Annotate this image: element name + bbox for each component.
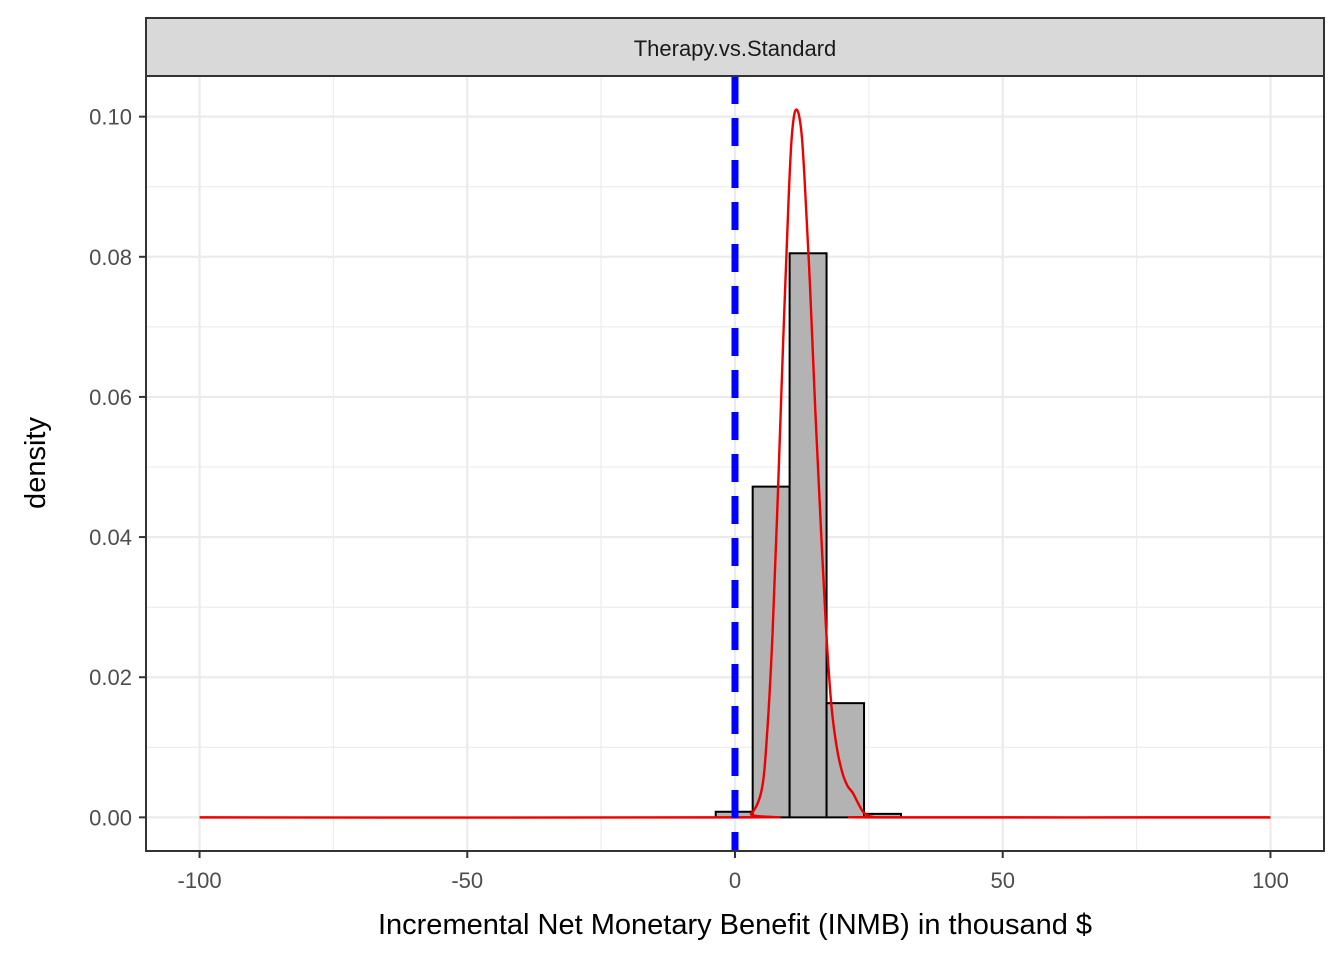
y-tick-label: 0.04 (89, 525, 132, 550)
y-axis-title: density (20, 417, 52, 509)
density-curve-layer (199, 108, 1271, 819)
y-tick-label: 0.02 (89, 665, 132, 690)
y-tick-label: 0.08 (89, 245, 132, 270)
facet-strip: Therapy.vs.Standard (145, 17, 1325, 77)
x-tick-label: 100 (1252, 868, 1289, 893)
y-tick-label: 0.10 (89, 105, 132, 130)
facet-strip-background (145, 17, 1325, 77)
y-axis: 0.00 0.02 0.04 0.06 0.08 0.10 (89, 105, 146, 830)
density-curve (199, 108, 1271, 819)
x-axis: -100 -50 0 50 100 (178, 851, 1289, 893)
facet-strip-label: Therapy.vs.Standard (634, 36, 837, 61)
x-tick-label: -100 (178, 868, 222, 893)
x-tick-label: 0 (729, 868, 741, 893)
x-axis-title: Incremental Net Monetary Benefit (INMB) … (378, 909, 1092, 941)
x-tick-label: -50 (451, 868, 483, 893)
plot-panel (145, 75, 1325, 852)
x-tick-label: 50 (990, 868, 1014, 893)
y-tick-label: 0.06 (89, 385, 132, 410)
y-tick-label: 0.00 (89, 805, 132, 830)
